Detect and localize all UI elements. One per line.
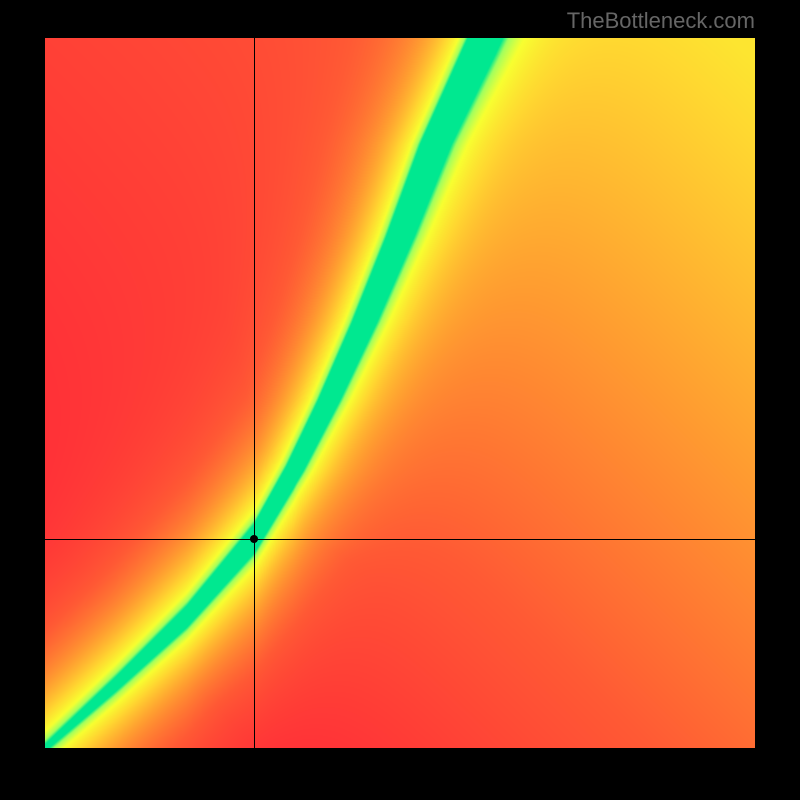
heatmap-plot <box>45 38 755 748</box>
crosshair-marker <box>250 535 258 543</box>
heatmap-canvas <box>45 38 755 748</box>
crosshair-vertical <box>254 38 255 748</box>
crosshair-horizontal <box>45 539 755 540</box>
watermark-text: TheBottleneck.com <box>567 8 755 34</box>
